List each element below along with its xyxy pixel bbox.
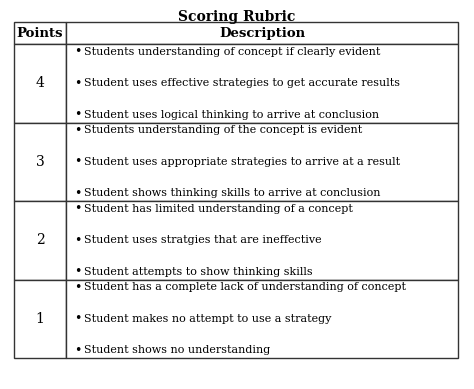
Text: Student makes no attempt to use a strategy: Student makes no attempt to use a strate… xyxy=(84,314,331,324)
Text: •: • xyxy=(74,343,82,357)
Text: Students understanding of the concept is evident: Students understanding of the concept is… xyxy=(84,125,362,135)
Text: Students understanding of concept if clearly evident: Students understanding of concept if cle… xyxy=(84,47,380,57)
Text: Student uses appropriate strategies to arrive at a result: Student uses appropriate strategies to a… xyxy=(84,157,400,167)
Text: •: • xyxy=(74,108,82,121)
Text: •: • xyxy=(74,124,82,137)
Bar xyxy=(14,123,66,201)
Text: Student uses effective strategies to get accurate results: Student uses effective strategies to get… xyxy=(84,78,400,88)
Bar xyxy=(14,201,66,280)
Text: Scoring Rubric: Scoring Rubric xyxy=(178,10,296,24)
Bar xyxy=(14,44,66,123)
Bar xyxy=(66,22,458,44)
Text: •: • xyxy=(74,187,82,200)
Text: Student shows no understanding: Student shows no understanding xyxy=(84,345,270,355)
Bar xyxy=(14,22,66,44)
Text: •: • xyxy=(74,234,82,247)
Text: 3: 3 xyxy=(36,155,45,169)
Text: •: • xyxy=(74,46,82,58)
Text: Points: Points xyxy=(17,26,63,40)
Text: Student has a complete lack of understanding of concept: Student has a complete lack of understan… xyxy=(84,282,406,293)
Bar xyxy=(66,201,458,280)
Text: •: • xyxy=(74,77,82,90)
Text: Student uses stratgies that are ineffective: Student uses stratgies that are ineffect… xyxy=(84,235,322,245)
Text: •: • xyxy=(74,202,82,216)
Text: 2: 2 xyxy=(36,233,45,247)
Text: 1: 1 xyxy=(36,312,45,326)
Text: •: • xyxy=(74,281,82,294)
Text: Description: Description xyxy=(219,26,305,40)
Text: Student uses logical thinking to arrive at conclusion: Student uses logical thinking to arrive … xyxy=(84,110,379,120)
Bar xyxy=(66,123,458,201)
Text: •: • xyxy=(74,265,82,278)
Text: Student attempts to show thinking skills: Student attempts to show thinking skills xyxy=(84,266,313,277)
Bar xyxy=(66,44,458,123)
Text: Student has limited understanding of a concept: Student has limited understanding of a c… xyxy=(84,204,353,214)
Text: Student shows thinking skills to arrive at conclusion: Student shows thinking skills to arrive … xyxy=(84,188,381,198)
Text: •: • xyxy=(74,312,82,325)
Bar xyxy=(14,280,66,358)
Bar xyxy=(66,280,458,358)
Text: •: • xyxy=(74,155,82,168)
Text: 4: 4 xyxy=(36,76,45,90)
